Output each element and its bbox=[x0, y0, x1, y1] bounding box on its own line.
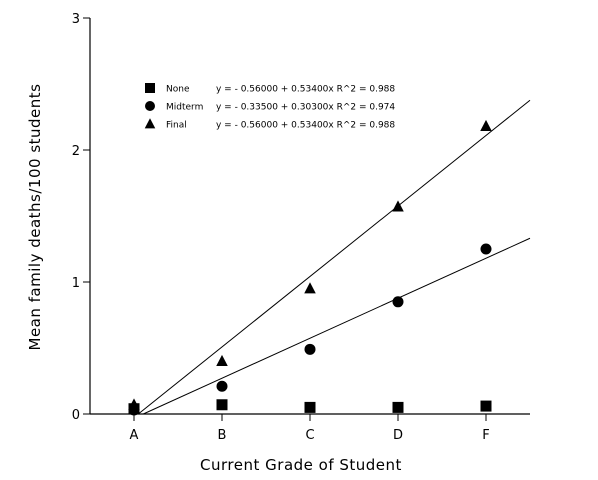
axes: 0 1 2 3 A B C D F bbox=[72, 12, 530, 443]
y-tick-label: 2 bbox=[72, 144, 80, 159]
data-point-final bbox=[304, 282, 316, 294]
x-tick-label: F bbox=[482, 428, 489, 443]
data-point-midterm bbox=[216, 380, 228, 392]
data-point-midterm bbox=[480, 243, 492, 255]
fit-lines bbox=[137, 99, 531, 415]
data-point-final bbox=[480, 119, 492, 131]
data-point-none bbox=[480, 400, 492, 412]
data-point-none bbox=[304, 401, 316, 413]
legend: None y = - 0.56000 + 0.53400x R^2 = 0.988… bbox=[144, 83, 395, 131]
legend-marker-none bbox=[145, 83, 155, 93]
y-axis-title: Mean family deaths/100 students bbox=[26, 84, 44, 351]
x-axis-title: Current Grade of Student bbox=[200, 456, 402, 474]
data-point-final bbox=[216, 354, 228, 366]
legend-equation-none: y = - 0.56000 + 0.53400x R^2 = 0.988 bbox=[216, 85, 395, 95]
x-tick-label: A bbox=[130, 428, 139, 443]
data-point-final bbox=[392, 200, 404, 212]
legend-label-final: Final bbox=[166, 121, 187, 131]
y-tick-label: 3 bbox=[72, 12, 80, 27]
fit-line-midterm bbox=[143, 237, 531, 415]
x-tick-label: D bbox=[393, 428, 403, 443]
data-markers bbox=[128, 119, 492, 416]
legend-equation-midterm: y = - 0.33500 + 0.30300x R^2 = 0.974 bbox=[216, 103, 395, 113]
legend-label-midterm: Midterm bbox=[166, 103, 203, 113]
x-tick-label: C bbox=[305, 428, 314, 443]
fit-line-final bbox=[137, 99, 531, 415]
data-point-midterm bbox=[392, 296, 404, 308]
data-point-final bbox=[128, 398, 140, 410]
legend-label-none: None bbox=[166, 85, 190, 95]
data-point-none bbox=[392, 401, 404, 413]
y-tick-label: 0 bbox=[72, 408, 80, 423]
legend-marker-final bbox=[144, 118, 156, 129]
x-tick-label: B bbox=[218, 428, 227, 443]
legend-equation-final: y = - 0.56000 + 0.53400x R^2 = 0.988 bbox=[216, 121, 395, 131]
legend-marker-midterm bbox=[145, 101, 155, 111]
y-tick-label: 1 bbox=[72, 276, 80, 291]
data-point-none bbox=[216, 399, 228, 411]
data-point-midterm bbox=[304, 343, 316, 355]
